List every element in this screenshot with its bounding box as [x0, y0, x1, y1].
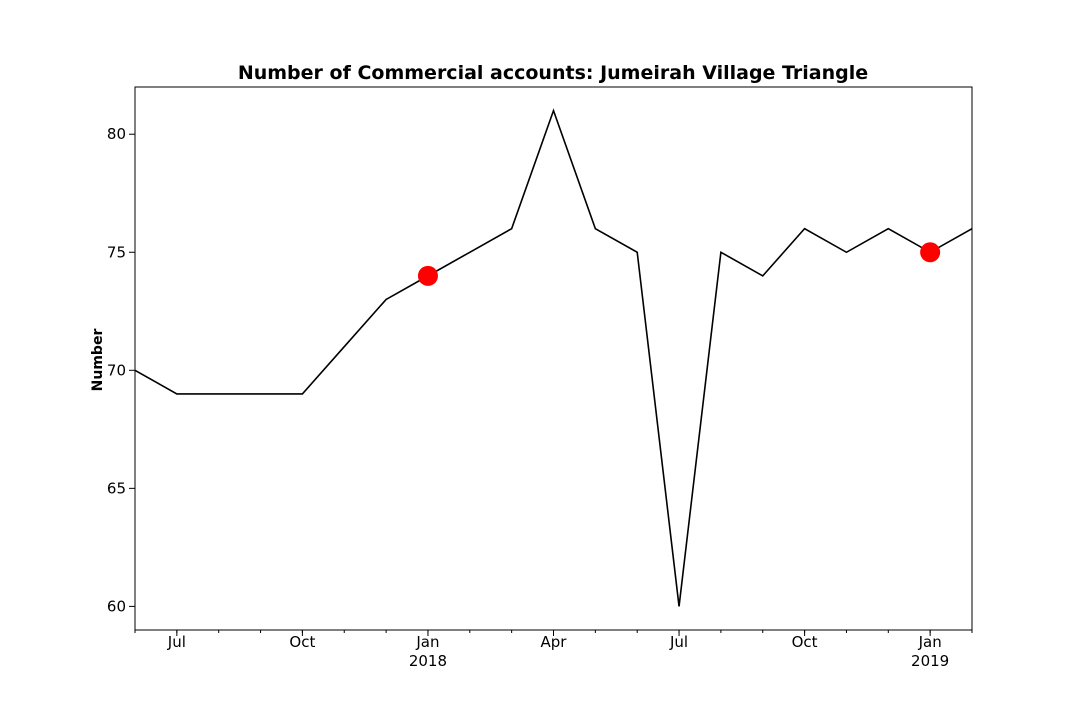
highlight-marker — [920, 242, 941, 263]
x-tick-label: Oct — [289, 633, 315, 651]
highlight-marker — [417, 265, 438, 286]
x-tick-year-label: 2018 — [409, 652, 447, 670]
series-line — [135, 108, 972, 607]
y-tick-label: 70 — [107, 361, 126, 379]
x-tick-label: Jul — [167, 633, 186, 651]
y-axis-label: Number — [90, 329, 106, 392]
plot-frame — [134, 86, 973, 631]
x-tick-label: Jan — [918, 633, 942, 651]
chart-title: Number of Commercial accounts: Jumeirah … — [238, 62, 868, 84]
y-tick-label: 65 — [107, 479, 126, 497]
y-tick-label: 80 — [107, 125, 126, 143]
x-tick-label: Oct — [792, 633, 818, 651]
x-tick-label: Jan — [415, 633, 439, 651]
x-tick-year-label: 2019 — [911, 652, 949, 670]
x-tick-label: Apr — [541, 633, 568, 651]
y-tick-label: 75 — [107, 243, 126, 261]
y-tick-label: 60 — [107, 597, 126, 615]
x-tick-label: Jul — [669, 633, 688, 651]
